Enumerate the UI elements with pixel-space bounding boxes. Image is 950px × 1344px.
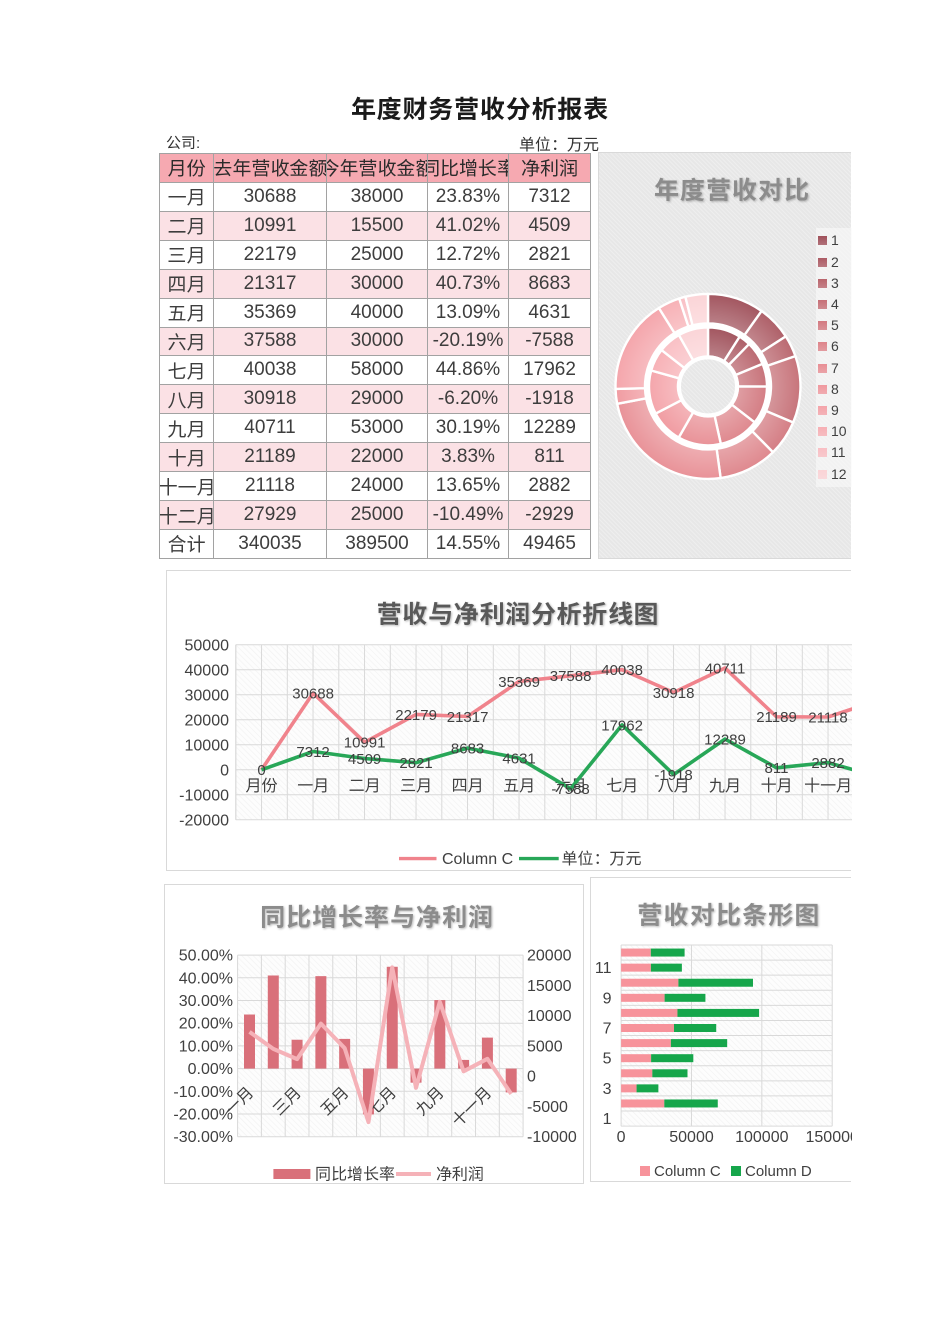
svg-text:10000: 10000 [185, 737, 230, 754]
svg-text:50000: 50000 [669, 1129, 714, 1146]
svg-text:15000: 15000 [527, 978, 572, 995]
svg-text:月份: 月份 [245, 777, 277, 795]
svg-text:净利润: 净利润 [436, 1166, 484, 1184]
svg-text:11: 11 [595, 960, 612, 977]
svg-text:40.00%: 40.00% [179, 970, 233, 987]
svg-text:5000: 5000 [527, 1038, 563, 1055]
svg-text:7312: 7312 [296, 744, 329, 761]
svg-text:0: 0 [527, 1069, 536, 1086]
svg-text:七月: 七月 [606, 778, 638, 795]
svg-text:4509: 4509 [348, 751, 381, 768]
svg-text:1: 1 [603, 1111, 612, 1128]
svg-text:35369: 35369 [498, 674, 540, 691]
svg-text:50000: 50000 [185, 637, 230, 654]
svg-text:811: 811 [765, 760, 789, 777]
svg-text:37588: 37588 [550, 668, 592, 685]
svg-text:-20000: -20000 [179, 812, 229, 829]
svg-text:30000: 30000 [185, 687, 230, 704]
svg-text:-30.00%: -30.00% [173, 1129, 233, 1146]
svg-text:8683: 8683 [451, 741, 484, 758]
svg-text:Column C: Column C [654, 1163, 721, 1180]
svg-text:150000: 150000 [806, 1129, 852, 1146]
svg-text:-5000: -5000 [527, 1099, 568, 1116]
svg-text:-10000: -10000 [527, 1129, 577, 1146]
svg-text:21317: 21317 [447, 709, 489, 726]
svg-text:20.00%: 20.00% [179, 1016, 233, 1033]
svg-text:十一月: 十一月 [804, 777, 852, 795]
svg-text:40000: 40000 [185, 662, 230, 679]
svg-text:Column C: Column C [442, 851, 513, 868]
svg-text:0: 0 [617, 1129, 626, 1146]
svg-text:20000: 20000 [185, 712, 230, 729]
svg-text:-1918: -1918 [654, 767, 692, 784]
svg-text:3: 3 [603, 1081, 612, 1098]
svg-text:-20.00%: -20.00% [173, 1107, 233, 1124]
svg-text:0: 0 [220, 762, 229, 779]
svg-text:30.00%: 30.00% [179, 993, 233, 1010]
svg-text:21189: 21189 [756, 709, 797, 726]
svg-text:20000: 20000 [527, 948, 572, 965]
svg-text:21118: 21118 [808, 709, 848, 726]
svg-text:-7588: -7588 [551, 781, 589, 798]
svg-text:二月: 二月 [349, 778, 381, 795]
svg-text:-10.00%: -10.00% [173, 1084, 233, 1101]
svg-text:30918: 30918 [653, 685, 695, 702]
svg-text:-10000: -10000 [179, 787, 229, 804]
svg-text:九月: 九月 [709, 777, 741, 795]
svg-text:10.00%: 10.00% [179, 1038, 233, 1055]
svg-text:10000: 10000 [527, 1008, 572, 1025]
svg-text:5: 5 [603, 1051, 612, 1068]
svg-text:9: 9 [603, 990, 612, 1007]
svg-text:十月: 十月 [760, 777, 792, 795]
svg-text:22179: 22179 [395, 707, 437, 724]
svg-text:30688: 30688 [292, 686, 334, 703]
svg-text:17962: 17962 [601, 717, 643, 734]
svg-text:7: 7 [603, 1021, 612, 1038]
svg-text:40711: 40711 [705, 660, 746, 677]
svg-text:一月: 一月 [297, 778, 329, 795]
svg-text:12289: 12289 [704, 732, 746, 749]
svg-text:单位：万元: 单位：万元 [562, 850, 642, 868]
svg-text:50.00%: 50.00% [179, 948, 233, 965]
svg-text:100000: 100000 [735, 1129, 788, 1146]
svg-text:八月: 八月 [658, 778, 690, 795]
svg-text:40038: 40038 [601, 662, 643, 679]
svg-text:10991: 10991 [344, 735, 386, 752]
svg-text:0: 0 [257, 762, 265, 779]
svg-text:2821: 2821 [399, 755, 432, 772]
svg-text:4631: 4631 [502, 751, 535, 768]
svg-text:五月: 五月 [503, 778, 535, 795]
svg-text:2882: 2882 [811, 755, 844, 772]
svg-text:四月: 四月 [452, 778, 484, 795]
svg-text:同比增长率: 同比增长率 [315, 1166, 395, 1184]
svg-text:Column D: Column D [745, 1163, 812, 1180]
svg-text:0.00%: 0.00% [188, 1061, 233, 1078]
svg-text:三月: 三月 [400, 778, 432, 795]
